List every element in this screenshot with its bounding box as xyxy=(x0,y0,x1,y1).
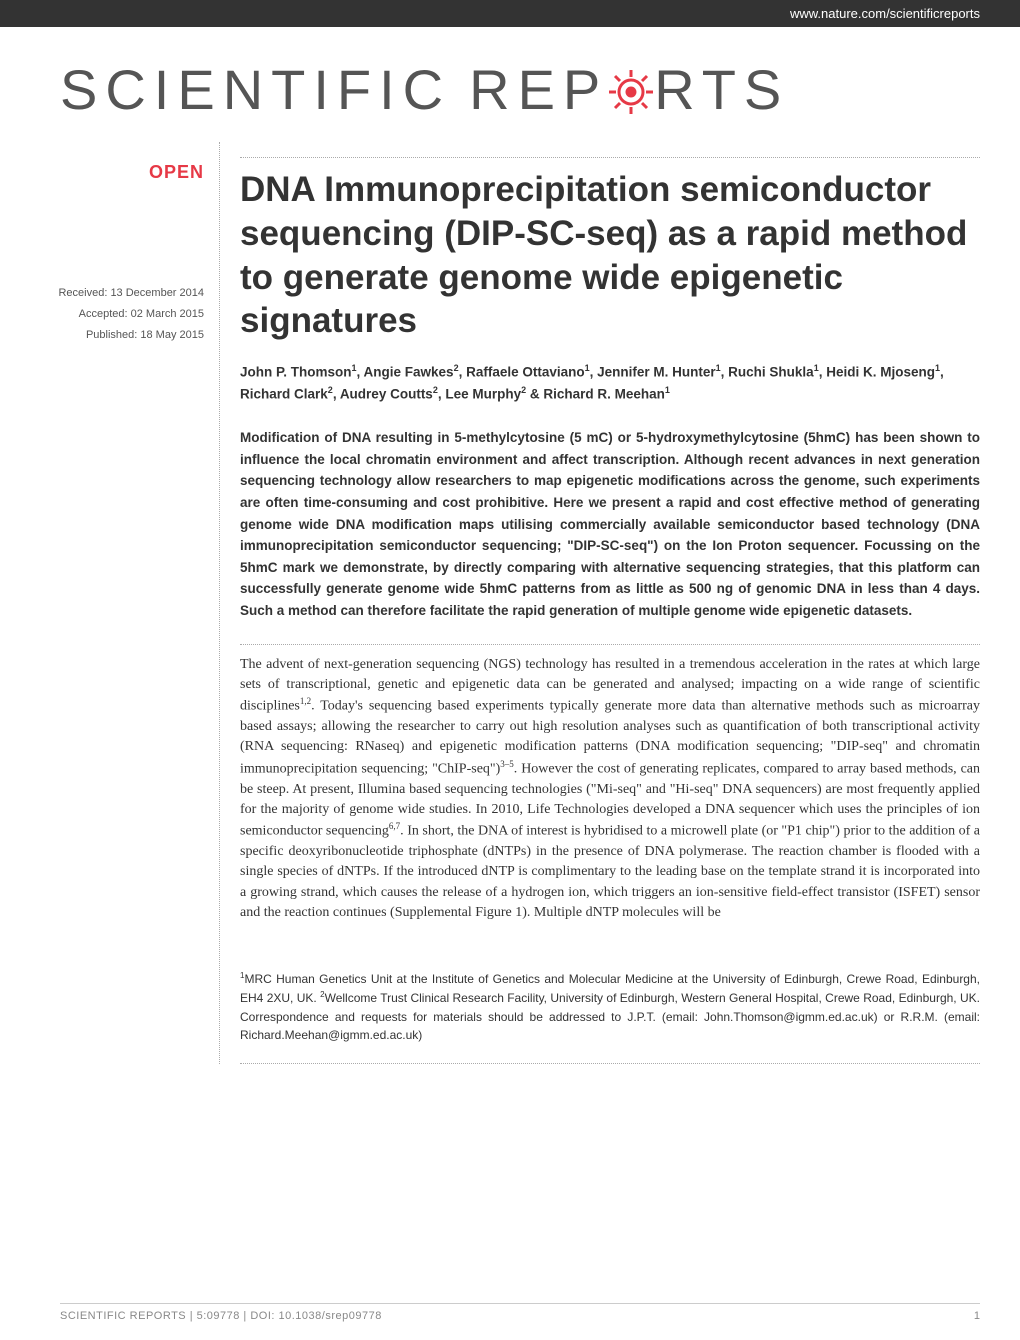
divider xyxy=(240,644,980,645)
article-title: DNA Immunoprecipitation semiconductor se… xyxy=(240,168,980,343)
divider xyxy=(240,157,980,158)
date-published: Published: 18 May 2015 xyxy=(30,325,204,346)
content-container: OPEN Received: 13 December 2014 Accepted… xyxy=(0,142,1020,1064)
publication-dates: Received: 13 December 2014 Accepted: 02 … xyxy=(30,283,204,346)
open-access-badge: OPEN xyxy=(30,162,204,183)
divider xyxy=(240,1063,980,1064)
date-received: Received: 13 December 2014 xyxy=(30,283,204,304)
date-accepted: Accepted: 02 March 2015 xyxy=(30,304,204,325)
author-list: John P. Thomson1, Angie Fawkes2, Raffael… xyxy=(240,361,980,405)
page-number: 1 xyxy=(974,1310,980,1322)
article-main: DNA Immunoprecipitation semiconductor se… xyxy=(220,142,980,1064)
header-url[interactable]: www.nature.com/scientificreports xyxy=(790,6,980,21)
logo-text-1: SCIENTIFIC xyxy=(60,57,451,122)
footer-citation: SCIENTIFIC REPORTS | 5:09778 | DOI: 10.1… xyxy=(60,1310,382,1322)
abstract: Modification of DNA resulting in 5-methy… xyxy=(240,427,980,621)
gear-icon xyxy=(606,65,656,115)
page-footer: SCIENTIFIC REPORTS | 5:09778 | DOI: 10.1… xyxy=(60,1303,980,1322)
header-bar: www.nature.com/scientificreports xyxy=(0,0,1020,27)
logo-text-2: REP xyxy=(469,57,608,122)
sidebar: OPEN Received: 13 December 2014 Accepted… xyxy=(0,142,220,1064)
journal-logo: SCIENTIFIC REP RTS xyxy=(60,57,980,122)
affiliations: 1MRC Human Genetics Unit at the Institut… xyxy=(240,958,980,1044)
logo-text-3: RTS xyxy=(654,57,789,122)
body-paragraph: The advent of next-generation sequencing… xyxy=(240,655,980,924)
